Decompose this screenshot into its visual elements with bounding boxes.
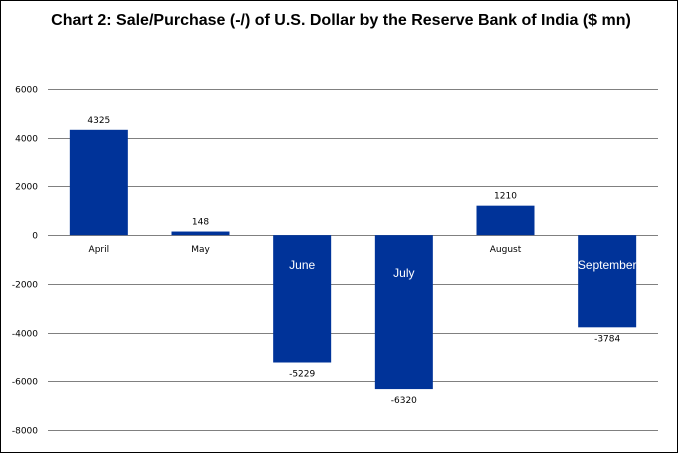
y-tick-label: -2000 xyxy=(12,281,38,291)
bar-july xyxy=(374,235,433,390)
category-label: April xyxy=(89,245,110,255)
category-label: September xyxy=(578,258,637,272)
category-label: June xyxy=(289,258,315,272)
data-label: 4325 xyxy=(87,116,110,126)
data-label: 1210 xyxy=(494,192,517,202)
bar-june xyxy=(273,235,332,363)
data-label: 148 xyxy=(192,218,209,228)
bar-september xyxy=(578,235,637,328)
y-tick-label: 2000 xyxy=(15,183,38,193)
chart-title: Chart 2: Sale/Purchase (-/) of U.S. Doll… xyxy=(51,12,631,29)
data-label: -3784 xyxy=(594,334,620,344)
y-tick-label: -6000 xyxy=(12,378,38,388)
y-tick-label: -8000 xyxy=(12,427,38,437)
bar-august xyxy=(476,205,535,236)
category-label: July xyxy=(393,266,414,280)
y-tick-label: 0 xyxy=(32,232,38,242)
y-tick-label: 4000 xyxy=(15,135,38,145)
bar-may xyxy=(171,231,230,236)
bar-april xyxy=(69,129,128,236)
data-label: -6320 xyxy=(391,396,417,406)
category-label: August xyxy=(490,245,522,255)
category-label: May xyxy=(191,245,210,255)
y-tick-label: -4000 xyxy=(12,330,38,340)
data-label: -5229 xyxy=(289,370,315,380)
y-tick-label: 6000 xyxy=(15,86,38,96)
